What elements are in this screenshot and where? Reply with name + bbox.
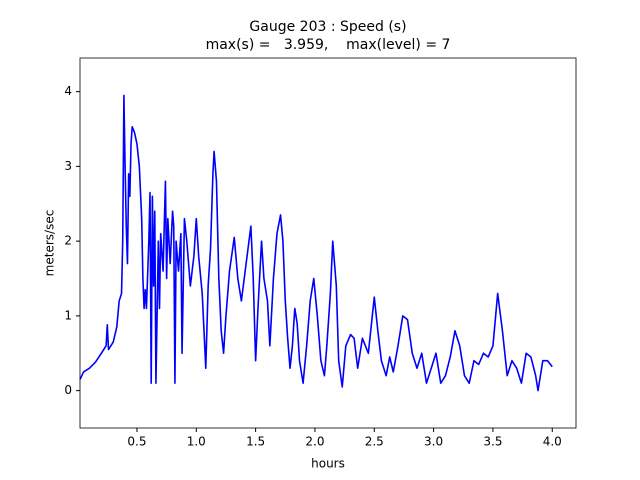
x-axis-label: hours (311, 457, 345, 471)
y-tick-label: 1 (64, 308, 72, 322)
x-tick-label: 1.5 (246, 435, 265, 449)
x-tick-label: 0.5 (127, 435, 146, 449)
x-tick-label: 3.0 (424, 435, 443, 449)
x-tick-label: 4.0 (543, 435, 562, 449)
y-tick-label: 4 (64, 84, 72, 98)
x-tick-label: 1.0 (187, 435, 206, 449)
y-tick-label: 0 (64, 383, 72, 397)
x-tick-label: 2.0 (305, 435, 324, 449)
y-tick-label: 2 (64, 234, 72, 248)
y-tick-label: 3 (64, 159, 72, 173)
chart-title: Gauge 203 : Speed (s) (249, 19, 406, 35)
x-tick-label: 3.5 (483, 435, 502, 449)
data-line (79, 94, 553, 392)
chart-subtitle: max(s) = 3.959, max(level) = 7 (206, 37, 451, 53)
plot-frame (79, 57, 577, 429)
x-tick-label: 2.5 (365, 435, 384, 449)
y-axis-label: meters/sec (43, 210, 57, 277)
